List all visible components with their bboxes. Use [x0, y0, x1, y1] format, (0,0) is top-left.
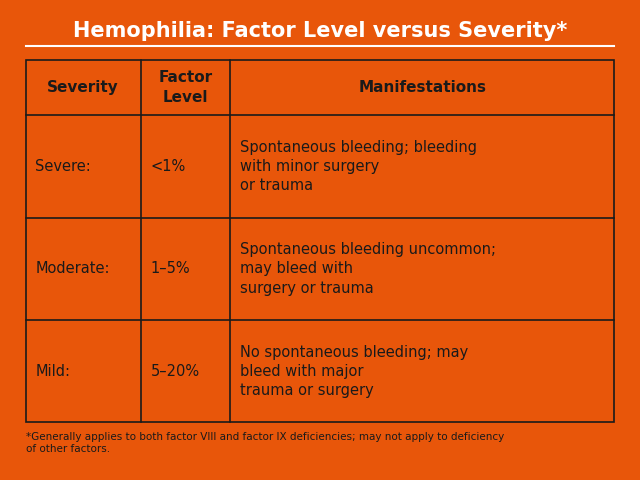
Text: Moderate:: Moderate:	[35, 261, 109, 276]
Text: <1%: <1%	[150, 159, 186, 174]
Text: Spontaneous bleeding; bleeding
with minor surgery
or trauma: Spontaneous bleeding; bleeding with mino…	[240, 140, 477, 193]
Bar	[26, 60, 614, 422]
Text: Spontaneous bleeding uncommon;
may bleed with
surgery or trauma: Spontaneous bleeding uncommon; may bleed…	[240, 242, 496, 296]
Text: 1–5%: 1–5%	[150, 261, 190, 276]
Text: 5–20%: 5–20%	[150, 364, 200, 379]
Text: *Generally applies to both factor VIII and factor IX deficiencies; may not apply: *Generally applies to both factor VIII a…	[26, 432, 504, 455]
Text: Mild:: Mild:	[35, 364, 70, 379]
Text: No spontaneous bleeding; may
bleed with major
trauma or surgery: No spontaneous bleeding; may bleed with …	[240, 345, 468, 398]
Text: Manifestations: Manifestations	[358, 80, 486, 95]
Text: Severe:: Severe:	[35, 159, 91, 174]
Text: Hemophilia: Factor Level versus Severity*: Hemophilia: Factor Level versus Severity…	[73, 21, 567, 41]
Text: Severity: Severity	[47, 80, 119, 95]
Text: Factor
Level: Factor Level	[159, 71, 212, 105]
